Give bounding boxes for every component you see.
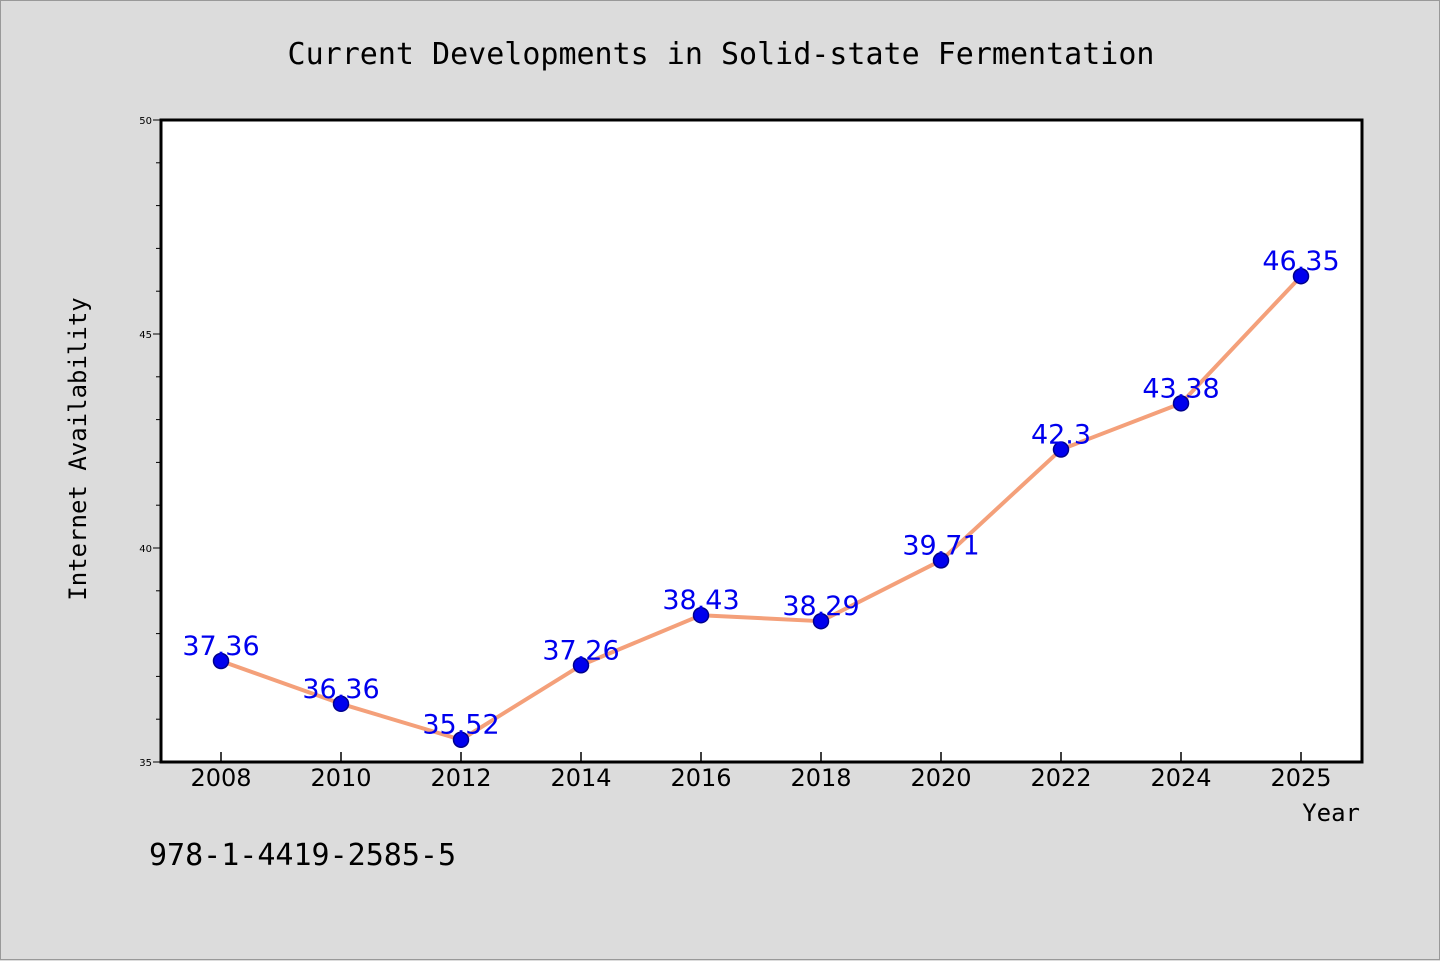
data-label: 36.36 <box>302 674 379 705</box>
data-label: 37.26 <box>542 635 619 666</box>
data-label: 35.52 <box>422 710 499 741</box>
data-point-marker <box>932 552 950 569</box>
data-label: 39.71 <box>902 530 979 561</box>
x-tick-label: 2008 <box>190 764 251 792</box>
x-axis-ticks: 2008 2010 2012 2014 2016 2018 2020 2022 2024 2025 <box>190 752 1332 792</box>
data-point-marker <box>692 606 710 624</box>
isbn-footnote: 978-1-4419-2585-5 <box>149 838 456 873</box>
data-point-marker <box>812 612 830 630</box>
data-label: 37.36 <box>182 631 259 662</box>
series-line <box>220 274 1303 742</box>
data-label: 43.38 <box>1142 373 1219 404</box>
y-axis-ticks: 35 40 45 50 <box>139 116 161 769</box>
data-label: 42.3 <box>1031 420 1091 451</box>
data-point-marker <box>1172 395 1190 412</box>
y-tick-label: 50 <box>139 116 152 127</box>
data-point-marker <box>452 731 470 748</box>
data-point-marker <box>572 657 590 674</box>
x-tick-label: 2016 <box>670 764 731 792</box>
y-axis-label: Internet Availability <box>64 297 92 600</box>
data-label: 38.29 <box>782 591 859 622</box>
y-tick-label: 40 <box>139 544 152 555</box>
x-tick-label: 2020 <box>910 764 971 792</box>
y-tick-label: 35 <box>139 758 152 769</box>
data-labels: 37.36 36.36 35.52 37.26 38.43 38.29 39.71 42.3 4… <box>182 246 1339 741</box>
data-point-marker <box>212 652 230 670</box>
x-tick-label: 2024 <box>1150 764 1211 792</box>
x-tick-label: 2014 <box>550 764 611 792</box>
data-point-marker <box>1052 441 1070 458</box>
x-tick-label: 2022 <box>1030 764 1091 792</box>
data-label: 46.35 <box>1262 246 1339 277</box>
data-label: 38.43 <box>662 585 739 616</box>
data-point-marker <box>332 695 350 713</box>
x-axis-label: Year <box>1302 799 1360 827</box>
chart-title: Current Developments in Solid-state Ferm… <box>288 37 1155 72</box>
data-point-marker <box>1292 267 1310 285</box>
x-tick-label: 2010 <box>310 764 371 792</box>
x-tick-label: 2025 <box>1270 764 1331 792</box>
x-tick-label: 2018 <box>790 764 851 792</box>
plot-area <box>159 118 1364 764</box>
series-markers <box>212 267 1310 748</box>
x-tick-label: 2012 <box>430 764 491 792</box>
y-tick-label: 45 <box>139 330 152 341</box>
